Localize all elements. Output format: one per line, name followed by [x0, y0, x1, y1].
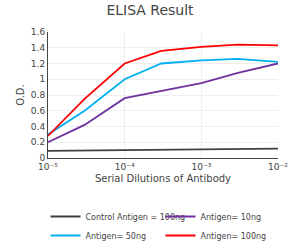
svg-text:Control Antigen = 100ng: Control Antigen = 100ng — [85, 212, 186, 222]
svg-text:O.D.: O.D. — [15, 84, 26, 106]
svg-text:1.4: 1.4 — [31, 43, 46, 53]
svg-text:10⁻³: 10⁻³ — [191, 162, 211, 172]
svg-text:Antigen= 50ng: Antigen= 50ng — [86, 232, 147, 241]
svg-text:Antigen= 10ng: Antigen= 10ng — [201, 213, 262, 222]
svg-text:0.6: 0.6 — [31, 106, 46, 116]
svg-text:1: 1 — [39, 74, 45, 84]
svg-text:Serial Dilutions of Antibody: Serial Dilutions of Antibody — [95, 173, 231, 184]
svg-text:1.2: 1.2 — [31, 59, 45, 69]
svg-text:1.6: 1.6 — [31, 27, 46, 37]
svg-text:0.2: 0.2 — [31, 137, 45, 147]
svg-text:0.8: 0.8 — [31, 90, 46, 100]
svg-text:10⁻⁴: 10⁻⁴ — [115, 162, 135, 172]
svg-text:Antigen= 100ng: Antigen= 100ng — [201, 232, 267, 241]
svg-text:10⁻²: 10⁻² — [268, 162, 288, 172]
svg-text:ELISA Result: ELISA Result — [106, 2, 194, 18]
svg-text:0: 0 — [39, 153, 45, 163]
svg-text:10⁻⁵: 10⁻⁵ — [38, 162, 58, 172]
svg-text:0.4: 0.4 — [31, 122, 46, 132]
